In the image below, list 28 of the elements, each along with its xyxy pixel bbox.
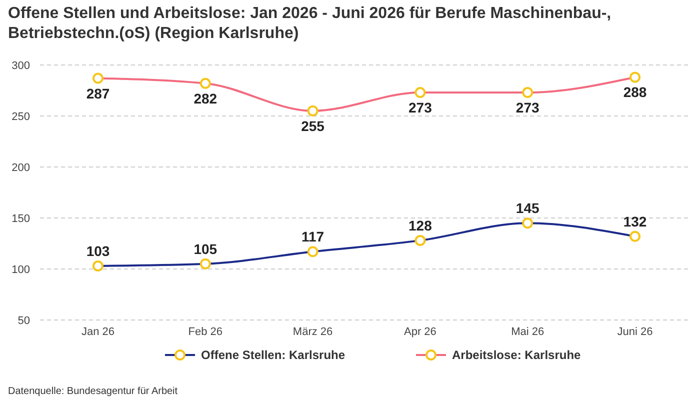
data-label: 132 <box>623 213 647 230</box>
data-label: 255 <box>301 118 325 134</box>
x-tick-label: März 26 <box>292 326 333 338</box>
x-tick-label: Feb 26 <box>188 326 223 338</box>
data-label: 282 <box>194 90 218 106</box>
chart-title: Offene Stellen und Arbeitslose: Jan 2026 - Juni 2026 für Berufe Maschinenbau-, Betriebstechn.(oS) (Region Karlsruhe) <box>8 5 612 42</box>
data-label: 273 <box>516 100 540 116</box>
x-tick-label: Mai 26 <box>511 326 544 338</box>
data-label: 128 <box>408 217 432 234</box>
data-label: 117 <box>302 228 324 245</box>
y-tick-label: 100 <box>12 264 30 276</box>
x-tick-label: Juni 26 <box>617 326 653 338</box>
data-label: 288 <box>623 84 647 100</box>
y-tick-label: 50 <box>18 314 30 327</box>
y-tick-label: 300 <box>12 60 30 72</box>
legend-label: Offene Stellen: Karlsruhe <box>201 348 346 362</box>
legend-label: Arbeitslose: Karlsruhe <box>452 348 582 362</box>
data-label: 273 <box>408 100 432 116</box>
y-tick-label: 250 <box>12 110 30 123</box>
x-tick-label: Apr 26 <box>404 326 436 338</box>
text: Datenquelle: Bundesagentur für Arbeit <box>8 386 178 397</box>
data-label: 145 <box>516 200 540 216</box>
x-tick-label: Jan 26 <box>81 326 115 338</box>
data-label: 287 <box>86 85 110 102</box>
y-tick-label: 200 <box>12 162 30 174</box>
data-label: 103 <box>86 242 110 259</box>
data-label: 105 <box>194 240 218 257</box>
y-tick-label: 150 <box>12 212 30 225</box>
